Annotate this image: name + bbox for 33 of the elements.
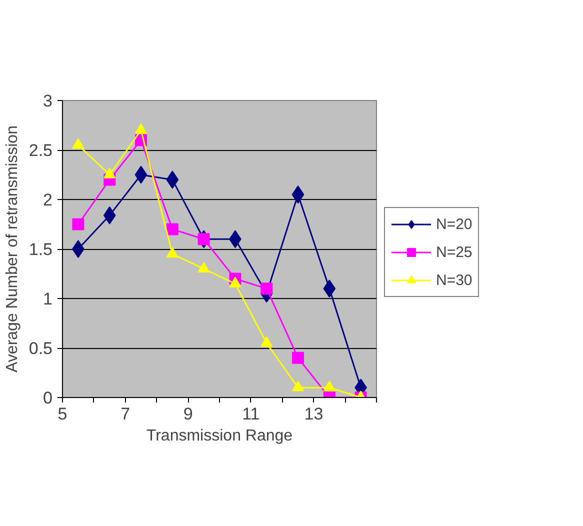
y-tick-label: 0 bbox=[43, 388, 53, 408]
point bbox=[292, 380, 304, 392]
point bbox=[292, 352, 304, 364]
x-tick-label: 7 bbox=[120, 404, 130, 424]
point bbox=[134, 166, 148, 184]
point bbox=[198, 262, 210, 272]
y-tick-label: 2 bbox=[43, 190, 53, 210]
point bbox=[166, 223, 178, 236]
point bbox=[166, 247, 178, 258]
point bbox=[198, 233, 210, 246]
y-tick-label: 1 bbox=[43, 290, 53, 308]
point bbox=[260, 336, 273, 347]
point bbox=[260, 282, 273, 295]
x-axis-title: Transmission Range bbox=[146, 428, 293, 444]
legend-label: N=30 bbox=[436, 272, 472, 288]
point bbox=[323, 280, 336, 298]
y-axis-title: Average Number of retransmission bbox=[4, 126, 21, 372]
x-tick-label: 5 bbox=[58, 404, 68, 424]
x-tick-label: 13 bbox=[304, 404, 324, 424]
y-tick-label: 2.5 bbox=[28, 141, 53, 160]
y-tick-label: 1.5 bbox=[28, 240, 53, 259]
y-tick-label: 3 bbox=[43, 92, 53, 110]
point bbox=[72, 218, 84, 230]
point bbox=[323, 380, 336, 392]
y-tick-label: 0.5 bbox=[28, 339, 53, 358]
x-tick-label: 9 bbox=[183, 404, 193, 424]
point bbox=[292, 186, 304, 204]
legend-label: N=25 bbox=[436, 244, 472, 260]
point bbox=[103, 206, 116, 224]
point bbox=[229, 276, 242, 288]
point bbox=[166, 170, 179, 189]
x-tick-label: 11 bbox=[242, 404, 260, 424]
legend-label: N=20 bbox=[436, 216, 472, 232]
